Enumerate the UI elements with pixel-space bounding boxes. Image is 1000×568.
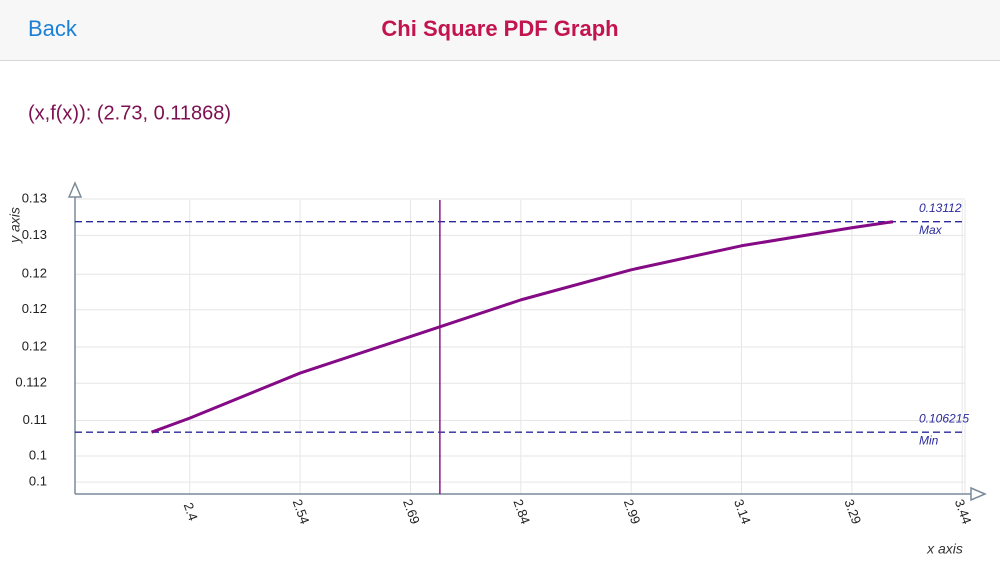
x-tick-label: 3.44 — [952, 497, 975, 526]
y-tick-label: 0.112 — [15, 375, 47, 390]
curve — [150, 220, 894, 434]
x-axis-label: x axis — [926, 541, 963, 557]
ref-value-label: 0.106215 — [919, 411, 969, 425]
x-tick-label: 2.4 — [181, 501, 201, 523]
x-tick-label: 2.84 — [510, 497, 533, 526]
back-button[interactable]: Back — [28, 16, 78, 41]
y-tick-label: 0.11 — [23, 412, 47, 427]
ref-name-label: Max — [919, 223, 943, 237]
nav-title: Chi Square PDF Graph — [381, 16, 618, 41]
x-tick-label: 3.14 — [731, 497, 754, 526]
x-tick-label: 3.29 — [841, 497, 864, 526]
x-tick-label: 2.54 — [290, 497, 313, 526]
y-tick-label: 0.1 — [29, 474, 47, 489]
y-tick-label: 0.13 — [22, 190, 47, 205]
x-tick-label: 2.69 — [400, 497, 423, 526]
x-axis-arrow — [970, 486, 987, 502]
ref-name-label: Min — [919, 433, 939, 447]
nav-bar — [0, 0, 1000, 60]
y-tick-label: 0.1 — [29, 447, 47, 462]
y-tick-label: 0.12 — [22, 338, 47, 353]
ref-value-label: 0.13112 — [919, 201, 962, 215]
x-tick-label: 2.99 — [621, 497, 644, 526]
y-tick-label: 0.12 — [22, 266, 47, 281]
y-tick-label: 0.13 — [22, 227, 47, 242]
y-tick-label: 0.12 — [22, 301, 47, 316]
readout: (x,f(x)): (2.73, 0.11868) — [28, 102, 231, 124]
y-axis-label: y axis — [7, 207, 23, 244]
y-axis-arrow — [67, 181, 83, 198]
